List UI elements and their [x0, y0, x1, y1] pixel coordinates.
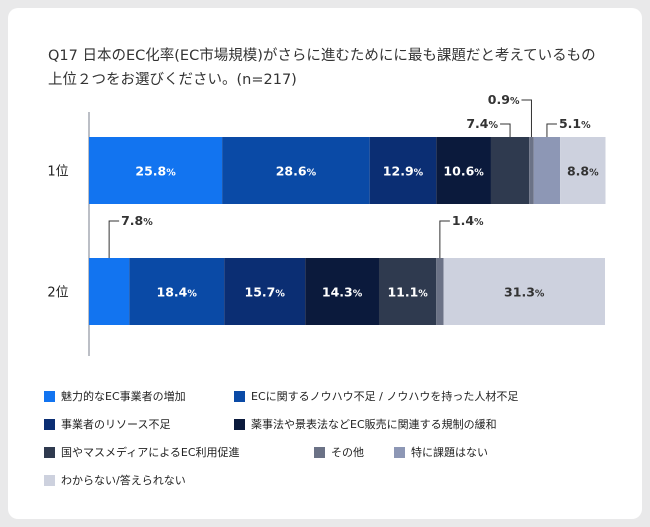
leader-line-row2-series1	[108, 220, 120, 258]
legend-label: ECに関するノウハウ不足 / ノウハウを持った人材不足	[251, 390, 519, 403]
leader-line-row1-series7	[546, 123, 557, 137]
legend-swatch	[44, 475, 55, 486]
bar-segment-row1-series3	[369, 137, 437, 204]
legend-swatch	[234, 391, 245, 402]
bar-segment-row2-series2	[129, 258, 225, 325]
legend-swatch	[44, 419, 55, 430]
legend-swatch	[394, 447, 405, 458]
value-label-row2-series2: 18.4%	[157, 285, 198, 300]
legend-label: 特に課題はない	[411, 446, 488, 459]
value-label-row1-series2: 28.6%	[276, 164, 317, 179]
value-label-row1-series5: 7.4%	[466, 116, 498, 131]
legend-label: その他	[331, 446, 364, 459]
bar-segment-row2-series5	[378, 258, 437, 325]
bar-segment-row1-series2	[222, 137, 370, 204]
bar-segment-row1-series8	[560, 137, 606, 204]
bar-segment-row2-series3	[224, 258, 306, 325]
bar-segment-row1-series7	[533, 137, 561, 204]
leader-line-row1-series6	[521, 99, 532, 137]
value-label-row1-series6: 0.9%	[488, 92, 520, 107]
value-label-row2-series4: 14.3%	[322, 285, 363, 300]
category-label-2: 2位	[47, 286, 68, 301]
category-label-1: 1位	[47, 165, 68, 180]
legend-swatch	[44, 391, 55, 402]
value-label-row1-series7: 5.1%	[559, 116, 591, 131]
chart-title: Q17 日本のEC化率(EC市場規模)がさらに進むためにに最も課題だと考えている…	[48, 48, 596, 88]
legend-label: 事業者のリソース不足	[61, 418, 171, 431]
leader-line-row1-series5	[500, 123, 511, 137]
value-label-row2-series8: 31.3%	[504, 285, 545, 300]
value-label-row2-series3: 15.7%	[245, 285, 286, 300]
legend-swatch	[314, 447, 325, 458]
bar-segment-row2-series1	[89, 258, 130, 325]
legend-swatch	[234, 419, 245, 430]
legend-label: 国やマスメディアによるEC利用促進	[61, 446, 240, 459]
value-label-row1-series1: 25.8%	[135, 164, 176, 179]
bar-segment-row2-series4	[305, 258, 379, 325]
bar-segment-row1-series5	[490, 137, 530, 204]
legend-label: 薬事法や景表法などEC販売に関連する規制の緩和	[251, 418, 497, 431]
leader-line-row2-series6	[439, 220, 450, 258]
bar-segment-row1-series1	[89, 137, 223, 204]
value-label-row2-series5: 11.1%	[387, 285, 428, 300]
value-label-row1-series3: 12.9%	[383, 164, 424, 179]
value-label-row2-series1: 7.8%	[121, 213, 153, 228]
value-label-row1-series4: 10.6%	[443, 164, 484, 179]
legend-label: 魅力的なEC事業者の増加	[61, 390, 186, 403]
legend-label: わからない/答えられない	[61, 474, 186, 487]
legend-swatch	[44, 447, 55, 458]
bar-segment-row2-series8	[443, 258, 605, 325]
value-label-row2-series6: 1.4%	[452, 213, 484, 228]
bar-segment-row2-series6	[436, 258, 444, 325]
value-label-row1-series8: 8.8%	[567, 164, 599, 179]
bar-segment-row1-series4	[436, 137, 491, 204]
bar-segment-row1-series6	[529, 137, 534, 204]
